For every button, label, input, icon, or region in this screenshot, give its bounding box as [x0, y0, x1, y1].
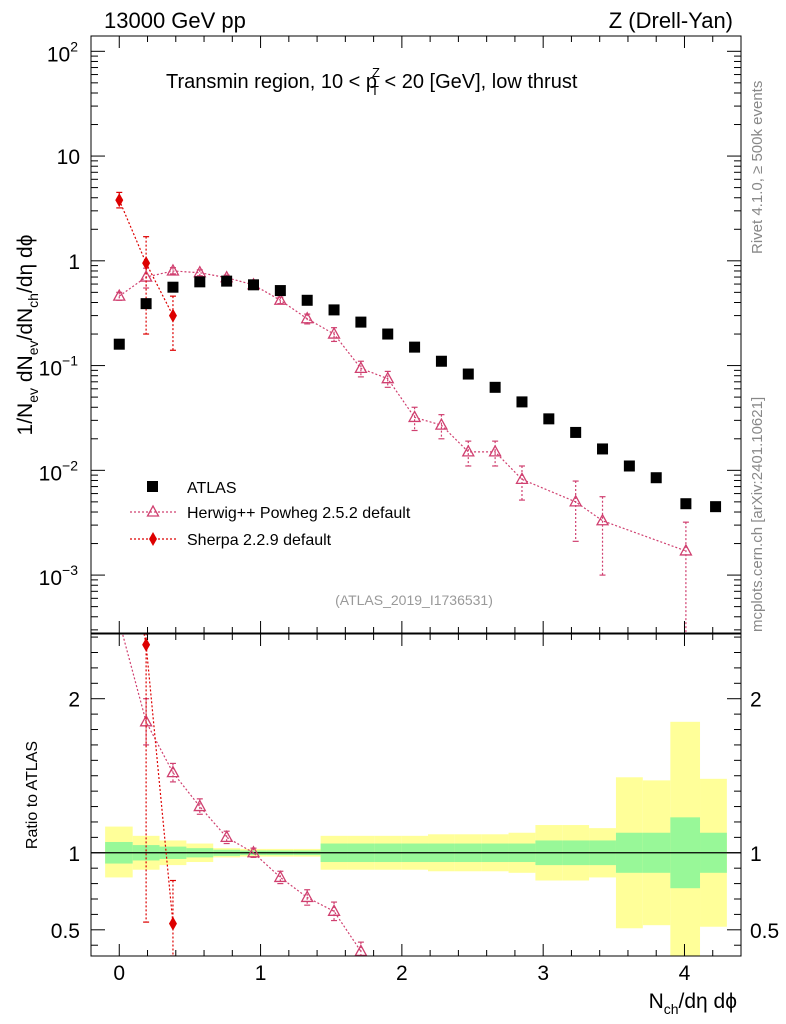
atlas-point	[650, 472, 662, 484]
title-sub: T	[371, 83, 379, 98]
legend-herwig-label: Herwig++ Powheg 2.5.2 default	[187, 505, 411, 522]
ratio-herwig-point	[246, 845, 261, 858]
atlas-point	[167, 281, 179, 293]
watermark: (ATLAS_2019_I1736531)	[335, 592, 493, 608]
title-part-a: Transmin region, 10 < p	[166, 71, 377, 93]
herwig-point	[679, 543, 693, 556]
ratio-frame	[90, 633, 742, 957]
herwig-point	[407, 410, 422, 423]
ratio-herwig-point	[327, 903, 341, 916]
atlas-point	[248, 279, 259, 291]
legend-atlas-label: ATLAS	[187, 480, 237, 497]
xtick-label: 3	[537, 962, 549, 985]
main-ylabel: 1/Nev dNev/dNch/dη dϕ	[14, 235, 41, 436]
ratio-herwig-point	[354, 944, 368, 956]
herwig-point	[273, 292, 287, 305]
sherpa-point	[168, 308, 177, 323]
atlas-point	[382, 328, 394, 340]
ratio-ylabel: Ratio to ATLAS	[24, 741, 41, 849]
rivet-label: Rivet 4.1.0, ≥ 500k events	[749, 81, 766, 254]
atlas-point	[435, 355, 447, 367]
atlas-point	[710, 501, 722, 513]
main-ytick-label: 10−3	[39, 562, 79, 590]
ratio-herwig-line	[121, 634, 362, 952]
atlas-point	[516, 396, 528, 408]
xtick-label: 1	[255, 962, 267, 985]
ratio-ytick-label-right: 0.5	[750, 920, 779, 943]
xtick-label: 2	[396, 962, 408, 985]
legend-herwig-marker	[146, 504, 160, 517]
ratio-herwig-point	[273, 870, 287, 883]
mcplots-label: mcplots.cern.ch [arXiv:2401.10621]	[749, 397, 766, 632]
main-ytick-label: 10−1	[39, 353, 79, 381]
sherpa-point	[142, 256, 151, 271]
herwig-point	[515, 472, 529, 485]
herwig-point	[461, 444, 475, 457]
ratio-herwig-point	[193, 799, 207, 812]
xtick-label: 4	[679, 962, 691, 985]
atlas-point	[597, 443, 609, 455]
atlas-point	[623, 460, 635, 472]
atlas-point	[113, 338, 125, 350]
herwig-point	[595, 513, 610, 526]
header-right: Z (Drell-Yan)	[609, 8, 733, 33]
ratio-herwig-point	[300, 890, 314, 903]
legend-sherpa-label: Sherpa 2.2.9 default	[187, 532, 332, 549]
atlas-point	[409, 341, 421, 353]
legend-sherpa-marker	[149, 532, 157, 546]
title-sup: Z	[372, 65, 380, 80]
ratio-ytick-label: 1	[68, 843, 80, 866]
atlas-point	[301, 294, 313, 306]
herwig-point	[166, 263, 180, 276]
title-part-b: < 20 [GeV], low thrust	[379, 71, 578, 93]
atlas-point	[194, 276, 206, 288]
main-ytick-label: 10	[57, 146, 80, 169]
herwig-point	[354, 361, 368, 374]
ratio-ytick-label: 0.5	[51, 920, 80, 943]
main-panel: 10−3 10−2 10−1 1 10 102 Transmin region, 10 <…	[14, 35, 742, 634]
herwig-line	[118, 270, 687, 552]
atlas-point	[140, 298, 152, 310]
herwig-point	[327, 326, 341, 339]
ratio-sherpa-point	[142, 637, 151, 652]
herwig-point	[300, 311, 314, 324]
atlas-point	[543, 413, 555, 425]
header-left: 13000 GeV pp	[104, 8, 246, 33]
ratio-sherpa-point	[168, 916, 177, 931]
atlas-point	[328, 304, 340, 316]
xlabel: Nch/dη dϕ	[649, 990, 737, 1017]
ratio-ytick-label-right: 2	[750, 689, 762, 712]
atlas-point	[680, 498, 692, 510]
legend-atlas-marker	[147, 481, 158, 492]
atlas-point	[355, 316, 367, 328]
ratio-sherpa-line	[143, 634, 174, 924]
legend: ATLAS Herwig++ Powheg 2.5.2 default Sher…	[130, 480, 411, 549]
main-ytick-label: 10−2	[39, 457, 79, 485]
ratio-herwig-point	[166, 765, 180, 778]
ratio-ytick-label-right: 1	[750, 843, 762, 866]
xtick-label: 0	[113, 962, 125, 985]
sherpa-point	[115, 193, 124, 208]
herwig-point	[488, 444, 502, 457]
main-title: Transmin region, 10 < pZ T < 20 [GeV], lo…	[166, 65, 578, 98]
atlas-point	[221, 275, 233, 287]
atlas-point	[570, 426, 582, 438]
herwig-point	[381, 371, 395, 384]
herwig-point	[434, 417, 449, 430]
ratio-ytick-label: 2	[68, 689, 80, 712]
atlas-point	[489, 381, 501, 393]
ratio-panel: 0 1 2 3 4 0.5 0.5 1 1 2 2 Ratio to ATLAS	[24, 633, 779, 985]
herwig-point	[569, 494, 583, 507]
main-ytick-label: 102	[47, 38, 78, 66]
atlas-point	[274, 285, 286, 297]
atlas-point	[462, 368, 474, 380]
herwig-point	[112, 288, 126, 301]
ratio-herwig-point	[220, 830, 234, 843]
main-ytick-label: 1	[68, 251, 80, 274]
